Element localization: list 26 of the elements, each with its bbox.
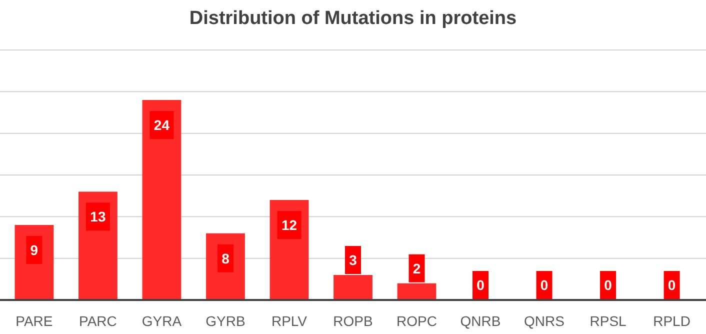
x-tick-label: QNRB <box>460 313 501 329</box>
data-label: 8 <box>222 250 230 266</box>
bar <box>397 283 436 300</box>
data-label: 0 <box>668 277 676 293</box>
x-tick-label: RPLV <box>271 313 308 329</box>
x-tick-label: QNRS <box>524 313 565 329</box>
x-tick-label: ROPB <box>333 313 373 329</box>
x-tick-label: PARC <box>79 313 117 329</box>
data-label: 24 <box>154 117 170 133</box>
data-label: 13 <box>90 208 106 225</box>
x-tick-label: GYRA <box>142 313 182 329</box>
x-tick-label: ROPC <box>396 313 437 329</box>
data-label: 0 <box>540 277 548 293</box>
x-tick-label: RPLD <box>653 313 690 329</box>
bar <box>142 100 182 300</box>
x-tick-label: RPSL <box>590 313 627 329</box>
data-label: 0 <box>604 277 612 293</box>
data-label: 12 <box>281 217 298 233</box>
data-label: 3 <box>349 252 358 268</box>
data-label: 2 <box>412 260 421 276</box>
bar <box>334 275 372 300</box>
data-label: 0 <box>476 277 485 293</box>
data-label: 9 <box>30 242 38 258</box>
x-tick-label: PARE <box>16 313 53 329</box>
chart-title: Distribution of Mutations in proteins <box>189 8 517 29</box>
x-tick-label: GYRB <box>206 313 246 329</box>
